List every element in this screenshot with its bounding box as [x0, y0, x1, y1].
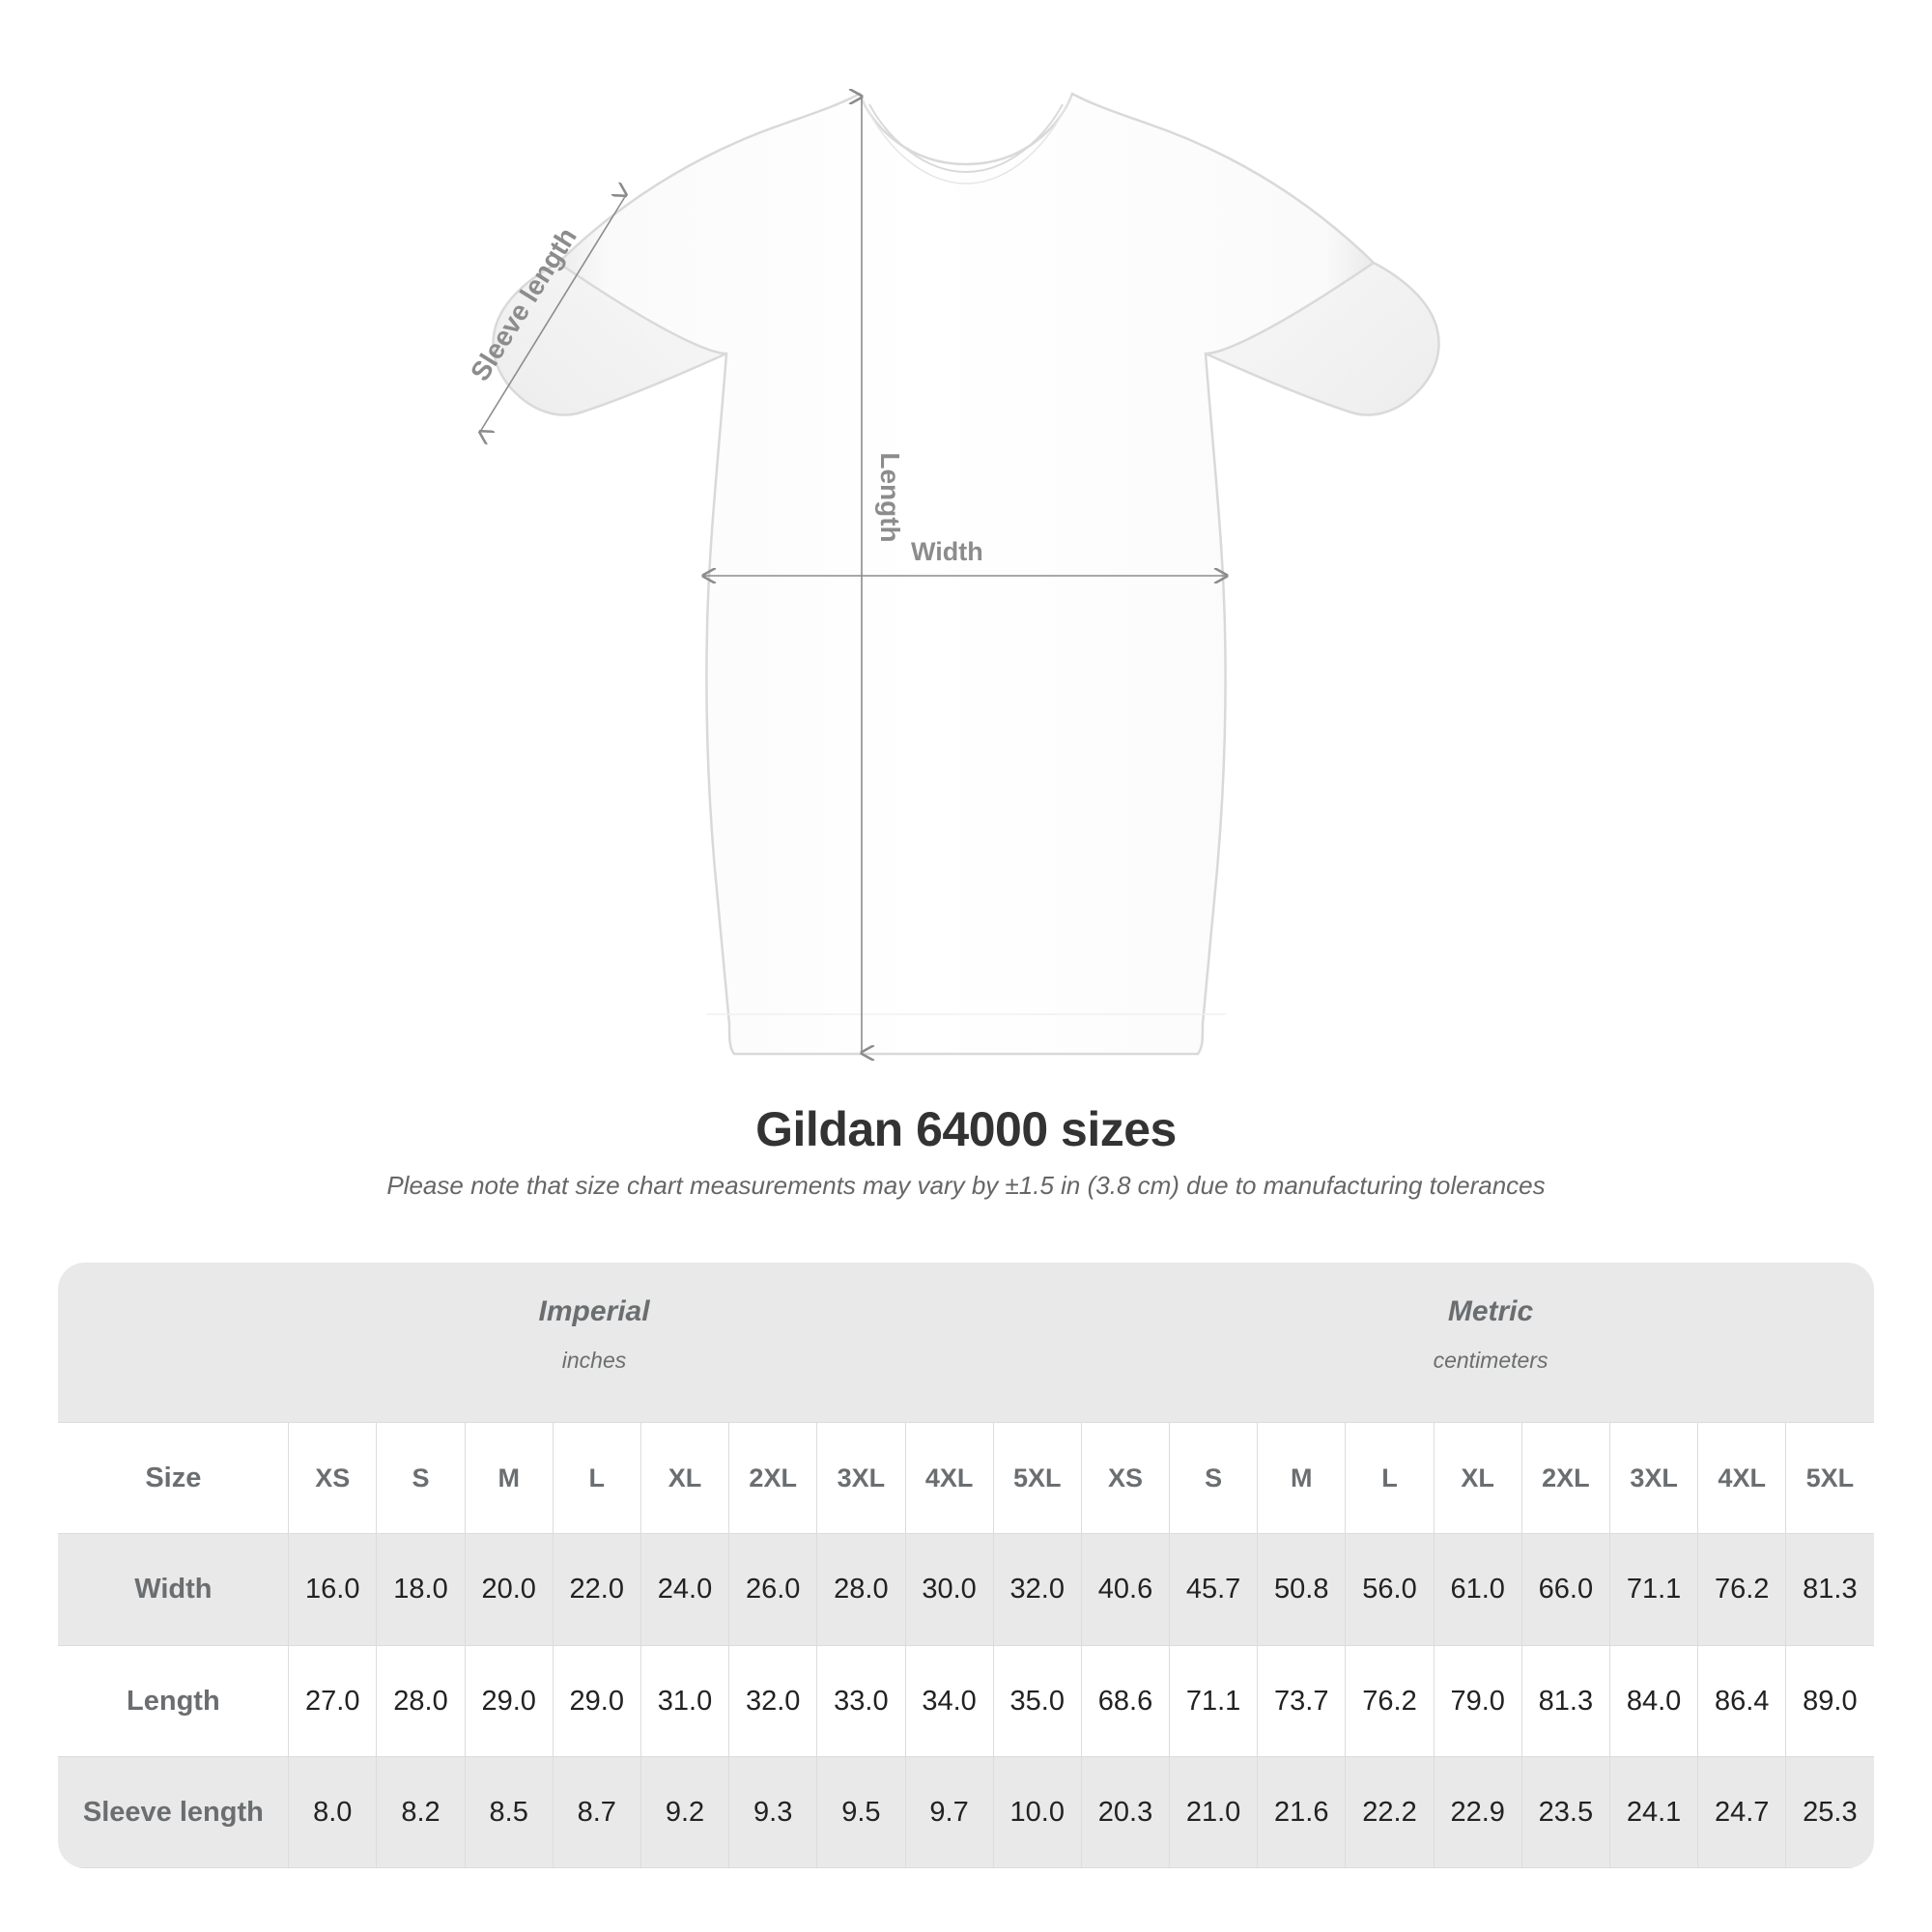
svg-text:Length: Length [875, 452, 905, 542]
svg-text:Width: Width [911, 537, 983, 566]
